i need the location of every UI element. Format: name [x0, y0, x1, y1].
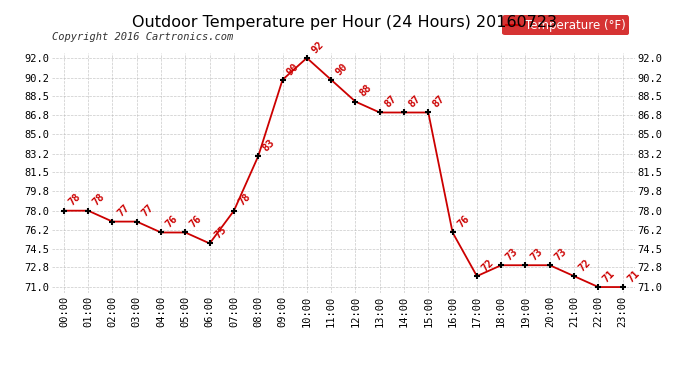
Text: 76: 76: [164, 214, 180, 230]
Legend: Temperature (°F): Temperature (°F): [502, 15, 629, 35]
Text: 73: 73: [504, 246, 520, 262]
Text: 72: 72: [577, 258, 593, 273]
Text: 72: 72: [480, 258, 495, 273]
Text: Outdoor Temperature per Hour (24 Hours) 20160723: Outdoor Temperature per Hour (24 Hours) …: [132, 15, 558, 30]
Text: 75: 75: [213, 225, 228, 241]
Text: 78: 78: [91, 192, 107, 208]
Text: 87: 87: [407, 94, 423, 110]
Text: 77: 77: [115, 203, 131, 219]
Text: 78: 78: [237, 192, 253, 208]
Text: 87: 87: [382, 94, 398, 110]
Text: 90: 90: [286, 61, 302, 77]
Text: 76: 76: [455, 214, 471, 230]
Text: 71: 71: [625, 268, 641, 284]
Text: Copyright 2016 Cartronics.com: Copyright 2016 Cartronics.com: [52, 32, 233, 42]
Text: 73: 73: [529, 246, 544, 262]
Text: 77: 77: [139, 203, 155, 219]
Text: 73: 73: [553, 246, 569, 262]
Text: 76: 76: [188, 214, 204, 230]
Text: 88: 88: [358, 83, 374, 99]
Text: 83: 83: [261, 138, 277, 153]
Text: 71: 71: [601, 268, 617, 284]
Text: 87: 87: [431, 94, 447, 110]
Text: 90: 90: [334, 61, 350, 77]
Text: 92: 92: [310, 39, 326, 55]
Text: 78: 78: [67, 192, 83, 208]
